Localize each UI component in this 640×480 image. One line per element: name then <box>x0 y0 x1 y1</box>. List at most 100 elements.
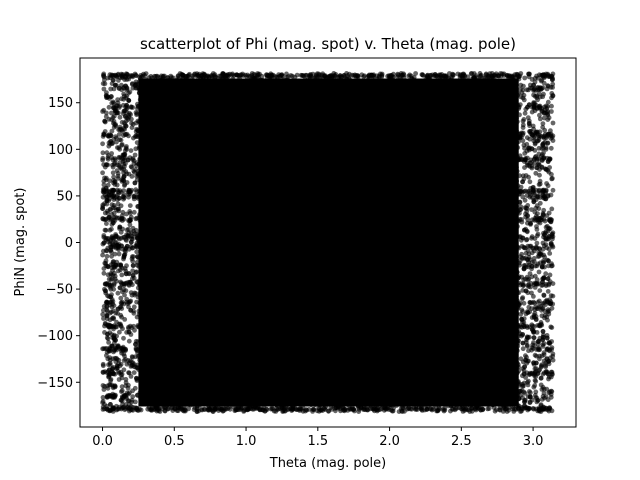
data-point <box>109 253 114 259</box>
data-point <box>320 327 326 333</box>
data-point <box>520 125 526 130</box>
data-point <box>297 224 303 230</box>
data-point <box>314 211 320 217</box>
data-point <box>197 98 203 104</box>
data-point <box>444 289 449 294</box>
data-point <box>215 145 220 151</box>
data-point <box>389 380 395 386</box>
data-point <box>509 98 515 104</box>
scatter-points <box>100 71 556 414</box>
chart-title: scatterplot of Phi (mag. spot) v. Theta … <box>140 35 516 53</box>
data-point <box>127 203 133 209</box>
data-point <box>350 254 356 260</box>
data-point <box>184 205 190 211</box>
data-point <box>402 96 407 101</box>
data-point <box>384 361 390 366</box>
data-point <box>202 142 208 147</box>
data-point <box>395 269 401 275</box>
data-point <box>247 120 253 125</box>
data-point <box>217 99 223 105</box>
data-point <box>262 145 268 151</box>
data-point <box>411 229 417 235</box>
data-point <box>184 95 190 100</box>
data-point <box>150 250 156 255</box>
data-point <box>546 210 552 216</box>
data-point <box>223 285 229 290</box>
data-point <box>413 150 419 156</box>
data-point <box>334 339 340 344</box>
data-point <box>104 253 110 259</box>
data-point <box>340 342 345 348</box>
data-point <box>257 169 263 175</box>
data-point <box>285 356 291 362</box>
data-point <box>320 167 325 172</box>
data-point <box>185 245 191 251</box>
data-point <box>398 99 404 105</box>
data-point <box>320 117 326 123</box>
data-point <box>152 230 158 235</box>
data-point <box>508 203 514 209</box>
data-point <box>473 228 479 234</box>
data-point <box>361 329 367 335</box>
data-point <box>288 113 294 119</box>
data-point <box>397 142 403 148</box>
data-point <box>240 141 246 147</box>
data-point <box>547 272 553 278</box>
data-point <box>122 292 127 298</box>
data-point <box>243 224 249 230</box>
data-point <box>305 162 311 168</box>
data-point <box>488 147 493 153</box>
data-point <box>100 252 105 258</box>
data-point <box>275 231 281 237</box>
data-point <box>471 256 477 262</box>
data-point <box>281 209 286 215</box>
data-point <box>403 308 409 313</box>
data-point <box>507 210 512 216</box>
data-point <box>399 121 405 127</box>
data-point <box>315 288 320 294</box>
data-point <box>260 267 266 273</box>
data-point <box>235 204 240 210</box>
data-point <box>545 289 551 294</box>
data-point <box>378 355 384 361</box>
data-point <box>222 254 228 260</box>
data-point <box>313 272 319 278</box>
data-point <box>384 277 390 282</box>
data-point <box>124 144 129 149</box>
data-point <box>401 356 407 361</box>
data-point <box>359 255 365 261</box>
data-point <box>444 82 450 88</box>
data-point <box>322 338 328 344</box>
data-point <box>344 232 349 237</box>
data-point <box>172 117 178 123</box>
data-point <box>153 225 159 231</box>
data-point <box>148 377 154 382</box>
data-point <box>154 332 160 337</box>
data-point <box>481 331 487 337</box>
data-point <box>286 118 292 124</box>
data-point <box>274 339 280 345</box>
data-point <box>520 118 526 124</box>
data-point <box>427 292 433 298</box>
data-point <box>320 256 326 262</box>
data-point <box>431 399 436 404</box>
data-point <box>406 250 412 255</box>
data-point <box>500 260 506 266</box>
data-point <box>306 142 312 148</box>
data-point <box>400 79 405 85</box>
data-point <box>331 269 336 275</box>
data-point <box>500 178 506 184</box>
data-point <box>228 312 234 318</box>
data-point <box>395 121 401 127</box>
data-point <box>254 152 260 158</box>
data-point <box>383 78 389 84</box>
data-point <box>261 171 267 177</box>
data-point <box>164 145 170 151</box>
data-point <box>409 401 415 406</box>
data-point <box>329 125 334 131</box>
data-point <box>536 145 542 151</box>
data-point <box>204 234 210 239</box>
data-point <box>444 228 450 234</box>
data-point <box>460 92 465 98</box>
data-point <box>276 168 282 174</box>
